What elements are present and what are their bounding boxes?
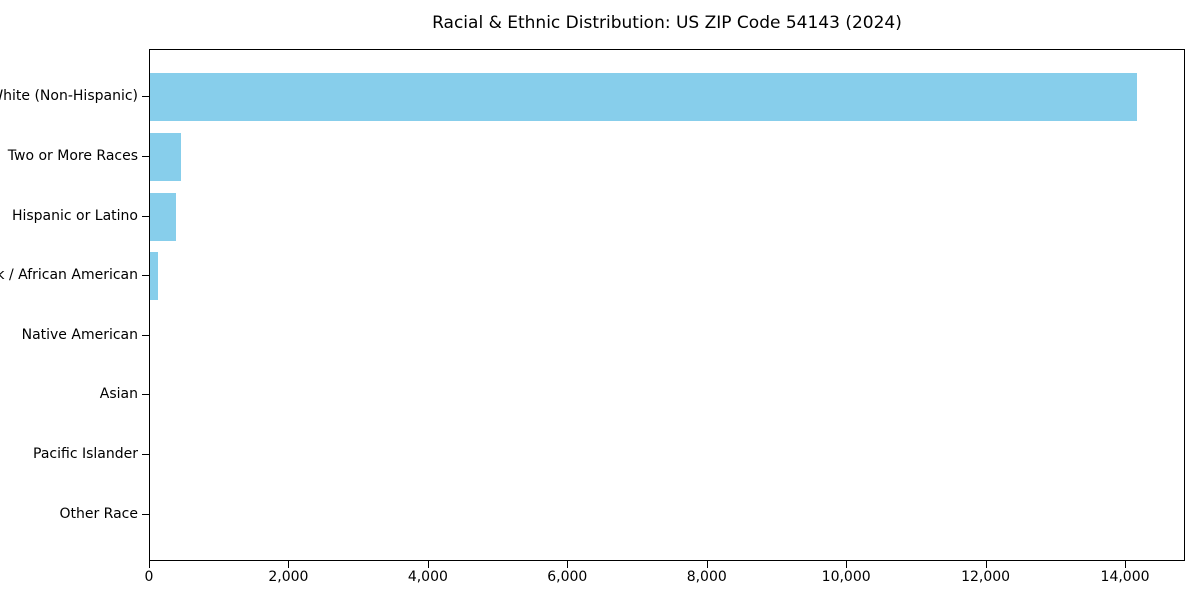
x-tick-label-8000: 8,000 — [686, 569, 727, 585]
y-axis-label-black-african-american: Black / African American — [0, 267, 138, 284]
x-tick-14000 — [1125, 561, 1127, 568]
bar-row-hispanic-or-latino — [150, 192, 1186, 241]
y-tick-other-race — [142, 513, 149, 515]
plot-area — [149, 49, 1185, 561]
x-tick-6000 — [567, 561, 569, 568]
y-tick-native-american — [142, 334, 149, 336]
x-tick-2000 — [288, 561, 290, 568]
y-tick-black-african-american — [142, 275, 149, 277]
bar-black-african-american — [150, 252, 158, 301]
y-tick-asian — [142, 394, 149, 396]
x-tick-label-10000: 10,000 — [821, 569, 871, 585]
y-axis-label-pacific-islander: Pacific Islander — [33, 446, 138, 462]
x-tick-label-14000: 14,000 — [1100, 569, 1150, 585]
bar-row-asian — [150, 371, 1186, 419]
bar-two-or-more-races — [150, 133, 182, 181]
y-tick-hispanic-or-latino — [142, 215, 149, 217]
y-axis-label-white-non-hispanic: White (Non-Hispanic) — [0, 88, 138, 105]
y-tick-two-or-more-races — [142, 156, 149, 157]
x-tick-4000 — [427, 561, 429, 568]
y-axis-label-native-american: Native American — [21, 326, 138, 343]
bar-hispanic-or-latino — [150, 192, 176, 241]
x-tick-label-0: 0 — [144, 569, 154, 585]
x-tick-label-2000: 2,000 — [268, 569, 309, 585]
y-axis-label-other-race: Other Race — [59, 505, 138, 522]
y-axis-label-two-or-more-races: Two or More Races — [7, 148, 138, 164]
y-tick-pacific-islander — [142, 454, 149, 455]
bar-row-white-non-hispanic — [150, 73, 1186, 122]
y-axis-label-hispanic-or-latino: Hispanic or Latino — [11, 207, 138, 224]
x-tick-label-4000: 4,000 — [407, 569, 448, 585]
bar-row-two-or-more-races — [150, 133, 1186, 181]
bar-white-non-hispanic — [150, 73, 1137, 122]
y-axis-label-asian: Asian — [99, 386, 138, 403]
chart-title: Racial & Ethnic Distribution: US ZIP Cod… — [432, 13, 902, 33]
bar-row-other-race — [150, 491, 1186, 539]
bar-row-native-american — [150, 312, 1186, 360]
x-tick-8000 — [706, 561, 708, 568]
x-tick-12000 — [985, 561, 987, 568]
y-tick-white-non-hispanic — [142, 96, 149, 98]
x-tick-10000 — [846, 561, 848, 568]
x-tick-label-12000: 12,000 — [961, 569, 1011, 585]
bar-row-pacific-islander — [150, 431, 1186, 479]
bar-row-black-african-american — [150, 252, 1186, 301]
x-tick-label-6000: 6,000 — [547, 569, 588, 585]
x-tick-0 — [149, 561, 150, 568]
